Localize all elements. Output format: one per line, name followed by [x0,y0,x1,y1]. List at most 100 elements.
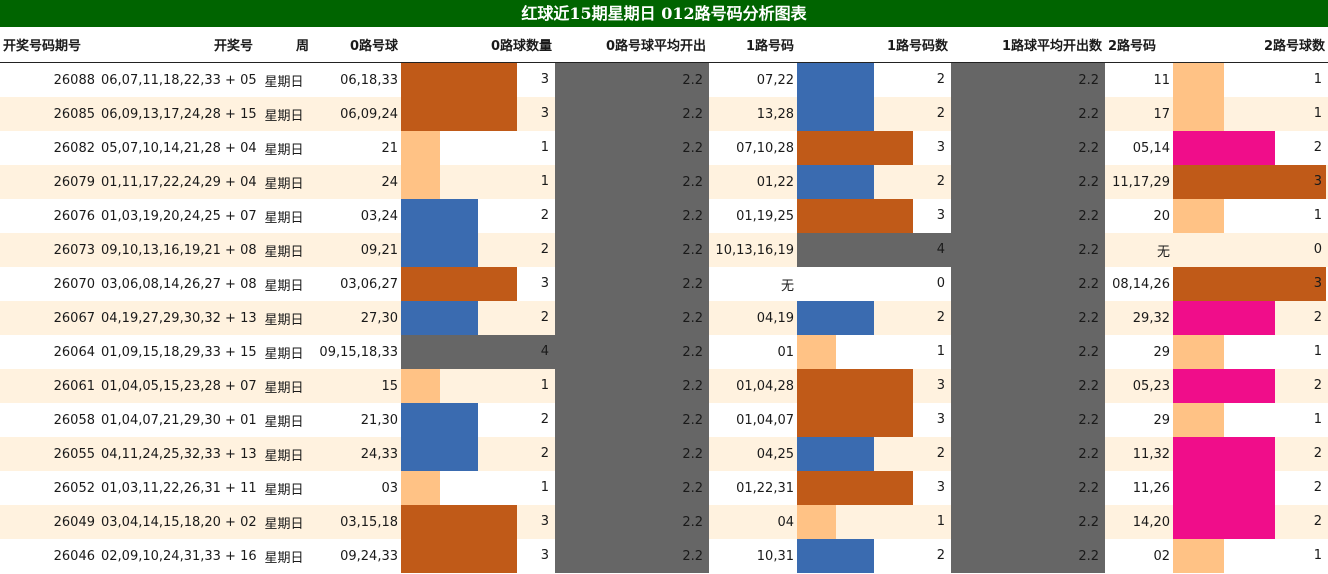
route0-count-cell: 2 [401,233,555,267]
header-route0-numbers[interactable]: 0路号球 [312,27,401,63]
count-value: 3 [936,480,945,495]
table-row[interactable]: 26049 03,04,14,15,18,20 + 02 星期日 03,15,18 3 2… [0,505,1328,539]
route1-avg-cell: 2.2 [951,335,1105,369]
count-value: 1 [540,378,549,393]
route0-avg-cell: 2.2 [555,62,709,97]
count-bar [401,97,517,131]
table-row[interactable]: 26079 01,11,17,22,24,29 + 04 星期日 24 1 2.2 01,2… [0,165,1328,199]
route2-count-cell: 3 [1173,267,1328,301]
numbers-cell: 02,09,10,24,31,33 + 16 [98,539,256,573]
issue-cell: 26082 [0,131,98,165]
route0-count-cell: 3 [401,62,555,97]
weekday-cell: 星期日 [256,97,312,131]
route0-avg-cell: 2.2 [555,403,709,437]
count-bar [797,403,913,437]
header-route2-count[interactable]: 2路号球数 [1173,27,1328,63]
route1-count-cell: 4 [797,233,951,267]
route0-count-cell: 3 [401,539,555,573]
route0-numbers-cell: 09,15,18,33 [312,335,401,369]
count-value: 2 [1313,514,1322,529]
route1-numbers-cell: 01,04,28 [709,369,797,403]
route2-numbers-cell: 14,20 [1105,505,1173,539]
table-row[interactable]: 26088 06,07,11,18,22,33 + 05 星期日 06,18,33 3 2… [0,62,1328,97]
count-value: 0 [936,276,945,291]
header-numbers[interactable]: 开奖号 [98,27,256,63]
header-route1-avg[interactable]: 1路球平均开出数 [951,27,1105,63]
route0-avg-cell: 2.2 [555,369,709,403]
count-bar [401,369,440,403]
count-value: 1 [540,480,549,495]
route0-numbers-cell: 03,15,18 [312,505,401,539]
count-bar [797,369,913,403]
route1-avg-cell: 2.2 [951,267,1105,301]
table-row[interactable]: 26067 04,19,27,29,30,32 + 13 星期日 27,30 2 2.2 0… [0,301,1328,335]
count-value: 2 [540,208,549,223]
count-bar [401,403,478,437]
route2-numbers-cell: 11,17,29 [1105,165,1173,199]
table-row[interactable]: 26085 06,09,13,17,24,28 + 15 星期日 06,09,24 3 2… [0,97,1328,131]
count-value: 3 [1313,276,1322,291]
count-bar [401,471,440,505]
route2-numbers-cell: 29 [1105,403,1173,437]
route0-numbers-cell: 24 [312,165,401,199]
count-value: 2 [540,446,549,461]
route1-numbers-cell: 无 [709,267,797,301]
route1-numbers-cell: 01,22,31 [709,471,797,505]
route0-numbers-cell: 03 [312,471,401,505]
table-row[interactable]: 26061 01,04,05,15,23,28 + 07 星期日 15 1 2.2 01,0… [0,369,1328,403]
route2-count-cell: 2 [1173,471,1328,505]
header-route2-numbers[interactable]: 2路号码 [1105,27,1173,63]
count-value: 4 [540,344,549,359]
weekday-cell: 星期日 [256,165,312,199]
table-row[interactable]: 26064 01,09,15,18,29,33 + 15 星期日 09,15,18,3… [0,335,1328,369]
table-row[interactable]: 26052 01,03,11,22,26,31 + 11 星期日 03 1 2.2 01,2… [0,471,1328,505]
header-route0-count[interactable]: 0路球数量 [401,27,555,63]
count-value: 1 [540,174,549,189]
header-weekday[interactable]: 周 [256,27,312,63]
table-row[interactable]: 26082 05,07,10,14,21,28 + 04 星期日 21 1 2.2 07,1… [0,131,1328,165]
count-bar [1173,505,1275,539]
numbers-cell: 01,04,05,15,23,28 + 07 [98,369,256,403]
count-value: 3 [540,276,549,291]
count-value: 1 [1313,344,1322,359]
route1-avg-cell: 2.2 [951,471,1105,505]
header-route1-count[interactable]: 1路号码数 [797,27,951,63]
count-bar [1173,369,1275,403]
table-row[interactable]: 26070 03,06,08,14,26,27 + 08 星期日 03,06,27 3 2… [0,267,1328,301]
header-route0-avg[interactable]: 0路号球平均开出 [555,27,709,63]
route0-avg-cell: 2.2 [555,199,709,233]
route1-count-cell: 2 [797,539,951,573]
route0-numbers-cell: 06,18,33 [312,62,401,97]
count-bar [1173,403,1224,437]
route0-count-cell: 2 [401,403,555,437]
route0-numbers-cell: 21,30 [312,403,401,437]
header-issue[interactable]: 开奖号码期号 [0,27,98,63]
header-route1-numbers[interactable]: 1路号码 [709,27,797,63]
table-row[interactable]: 26073 09,10,13,16,19,21 + 08 星期日 09,21 2 2.2 1… [0,233,1328,267]
table-row[interactable]: 26076 01,03,19,20,24,25 + 07 星期日 03,24 2 2.2 0… [0,199,1328,233]
count-value: 3 [936,412,945,427]
table-row[interactable]: 26046 02,09,10,24,31,33 + 16 星期日 09,24,33 3 2… [0,539,1328,573]
route1-avg-cell: 2.2 [951,62,1105,97]
count-bar [1173,97,1224,131]
route1-count-cell: 2 [797,97,951,131]
numbers-cell: 04,19,27,29,30,32 + 13 [98,301,256,335]
route2-count-cell: 1 [1173,335,1328,369]
count-value: 1 [1313,548,1322,563]
route0-numbers-cell: 09,21 [312,233,401,267]
route1-avg-cell: 2.2 [951,369,1105,403]
count-bar [1173,301,1275,335]
table-row[interactable]: 26055 04,11,24,25,32,33 + 13 星期日 24,33 2 2.2 0… [0,437,1328,471]
count-value: 1 [1313,106,1322,121]
count-value: 3 [1313,174,1322,189]
count-bar [797,335,836,369]
issue-cell: 26055 [0,437,98,471]
count-value: 2 [1313,140,1322,155]
route2-count-cell: 1 [1173,97,1328,131]
route1-numbers-cell: 01 [709,335,797,369]
count-bar [797,199,913,233]
count-bar [1173,165,1326,199]
route0-avg-cell: 2.2 [555,233,709,267]
route2-count-cell: 1 [1173,403,1328,437]
table-row[interactable]: 26058 01,04,07,21,29,30 + 01 星期日 21,30 2 2.2 0… [0,403,1328,437]
